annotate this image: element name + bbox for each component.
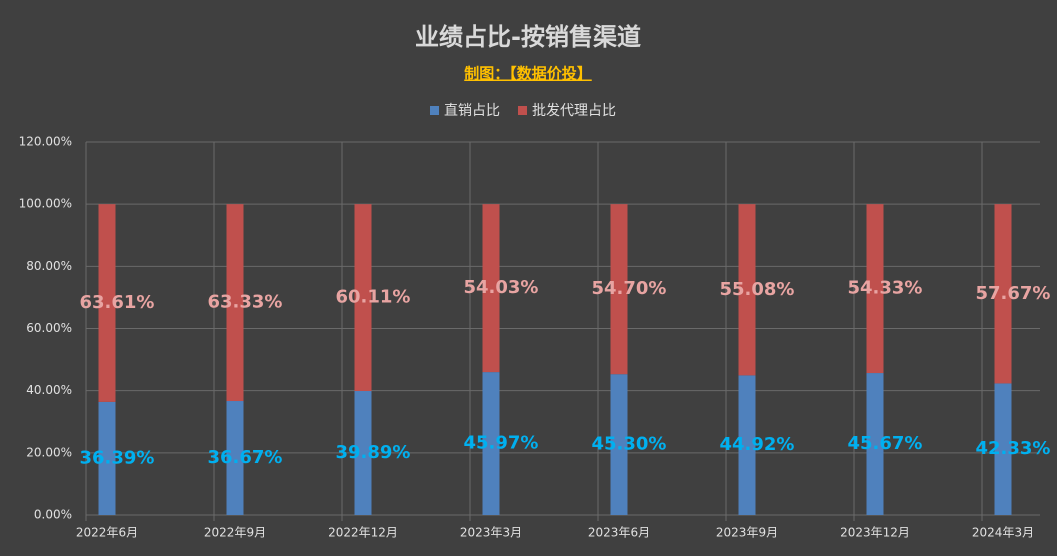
data-label: 39.89% bbox=[336, 442, 411, 463]
y-tick-label: 20.00% bbox=[26, 445, 72, 459]
data-label: 45.97% bbox=[464, 433, 539, 454]
bar-segment bbox=[98, 401, 116, 515]
x-tick-label: 2022年6月 bbox=[76, 526, 138, 540]
bar-segment bbox=[994, 383, 1012, 515]
bar-segment bbox=[738, 375, 756, 515]
legend-swatch bbox=[430, 106, 439, 115]
bar-segment bbox=[994, 204, 1012, 384]
data-label: 54.33% bbox=[848, 278, 923, 299]
bar-segment bbox=[226, 401, 244, 515]
data-label: 45.67% bbox=[848, 433, 923, 454]
bar-segment bbox=[482, 204, 500, 373]
data-label: 44.92% bbox=[720, 434, 795, 455]
bar-segment bbox=[738, 204, 756, 376]
x-tick-label: 2023年12月 bbox=[840, 526, 910, 540]
x-tick-label: 2024年3月 bbox=[972, 526, 1034, 540]
legend: 直销占比 批发代理占比 bbox=[430, 102, 616, 119]
bar-segment bbox=[610, 374, 628, 515]
data-label: 54.03% bbox=[464, 277, 539, 298]
y-tick-label: 100.00% bbox=[19, 197, 72, 211]
bar-segment bbox=[226, 204, 244, 402]
data-label: 57.67% bbox=[976, 283, 1051, 304]
data-label: 36.67% bbox=[208, 447, 283, 468]
data-label: 63.61% bbox=[80, 292, 155, 313]
data-label: 36.39% bbox=[80, 447, 155, 468]
bar-segment bbox=[866, 373, 884, 515]
data-label: 60.11% bbox=[336, 287, 411, 308]
bar-segment bbox=[482, 372, 500, 515]
bar-segment bbox=[354, 204, 372, 392]
legend-label: 直销占比 bbox=[444, 102, 500, 119]
legend-label: 批发代理占比 bbox=[532, 103, 616, 119]
x-tick-label: 2022年9月 bbox=[204, 526, 266, 540]
chart-subtitle: 制图：【数据价投】 bbox=[464, 65, 592, 83]
y-tick-label: 60.00% bbox=[26, 321, 72, 335]
chart-title: 业绩占比-按销售渠道 bbox=[415, 23, 641, 51]
x-tick-label: 2022年12月 bbox=[328, 526, 398, 540]
data-label: 54.70% bbox=[592, 278, 667, 299]
x-tick-label: 2023年9月 bbox=[716, 526, 778, 540]
bar-segment bbox=[98, 204, 116, 402]
data-label: 42.33% bbox=[976, 438, 1051, 459]
bar-segment bbox=[866, 204, 884, 374]
x-tick-label: 2023年3月 bbox=[460, 526, 522, 540]
x-tick-label: 2023年6月 bbox=[588, 526, 650, 540]
data-label: 45.30% bbox=[592, 434, 667, 455]
y-tick-label: 0.00% bbox=[34, 508, 72, 522]
bar-segment bbox=[354, 391, 372, 515]
data-label: 63.33% bbox=[208, 292, 283, 313]
y-tick-label: 80.00% bbox=[26, 259, 72, 273]
legend-swatch bbox=[518, 106, 527, 115]
y-tick-label: 120.00% bbox=[19, 135, 72, 149]
y-tick-label: 40.00% bbox=[26, 383, 72, 397]
data-label: 55.08% bbox=[720, 279, 795, 300]
bar-segment bbox=[610, 204, 628, 375]
